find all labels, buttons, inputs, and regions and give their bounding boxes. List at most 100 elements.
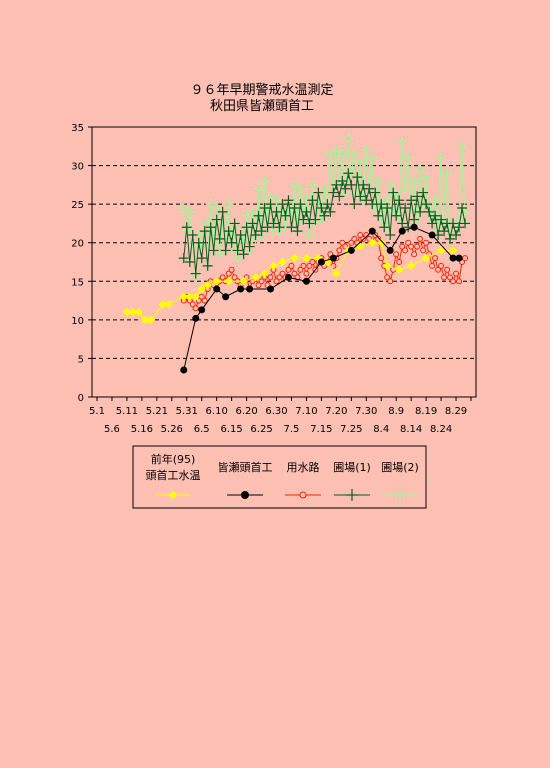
data-point <box>259 203 270 213</box>
series-2 <box>180 223 463 374</box>
data-point <box>286 222 297 233</box>
data-point <box>225 270 232 277</box>
legend-swatch-marker <box>168 490 178 500</box>
x-tick-label: 6.5 <box>194 424 210 435</box>
data-point <box>428 231 436 239</box>
data-point <box>271 195 282 206</box>
data-point <box>368 238 377 247</box>
data-point <box>198 306 206 314</box>
data-point <box>128 307 138 317</box>
data-point <box>140 315 150 325</box>
data-point <box>322 199 333 210</box>
data-point <box>386 246 394 254</box>
data-point <box>356 242 365 251</box>
data-point <box>302 253 311 263</box>
data-point <box>454 222 465 233</box>
data-point <box>297 266 304 273</box>
data-point <box>349 199 360 210</box>
y-tick-label: 35 <box>71 123 84 134</box>
data-point <box>387 278 394 285</box>
data-point <box>429 262 436 269</box>
data-point <box>246 285 254 293</box>
data-point <box>411 251 418 258</box>
data-point <box>430 210 441 221</box>
data-point <box>253 183 264 194</box>
data-point <box>379 222 390 233</box>
y-axis: 0 5 10 15 20 25 30 35 <box>71 123 92 404</box>
data-point <box>226 237 237 248</box>
data-point <box>400 203 411 213</box>
data-point <box>449 254 457 262</box>
x-tick-label: 8.14 <box>400 424 422 435</box>
legend-swatch-marker <box>241 491 249 499</box>
data-point <box>420 247 427 254</box>
data-point <box>348 239 355 246</box>
data-point <box>435 266 442 273</box>
data-point <box>415 164 426 175</box>
legend-swatch-marker <box>299 491 307 499</box>
data-point <box>195 297 202 304</box>
data-point <box>370 187 381 198</box>
x-tick-label: 6.10 <box>206 406 228 417</box>
data-point <box>212 277 221 286</box>
data-point <box>409 176 420 186</box>
data-point <box>382 203 393 213</box>
data-point <box>307 195 318 206</box>
x-tick-label: 7.20 <box>325 406 347 417</box>
data-point <box>319 210 330 221</box>
data-point <box>224 277 233 286</box>
data-point <box>445 233 456 244</box>
data-point <box>448 246 458 255</box>
data-point <box>185 292 194 301</box>
data-point <box>178 253 189 264</box>
data-point <box>337 176 348 186</box>
data-point <box>301 206 312 217</box>
data-point <box>457 203 468 213</box>
data-point <box>276 274 283 281</box>
data-point <box>436 246 446 255</box>
data-point <box>304 218 315 229</box>
x-tick-label: 8.9 <box>388 406 404 417</box>
data-point <box>448 218 459 229</box>
data-point <box>191 292 200 301</box>
x-tick-label: 8.29 <box>445 406 467 417</box>
data-point <box>332 269 341 278</box>
data-point <box>337 149 348 159</box>
data-point <box>280 210 291 221</box>
data-point <box>343 168 354 179</box>
data-point <box>377 238 386 247</box>
data-point <box>462 255 469 262</box>
data-point <box>339 239 346 246</box>
data-point <box>205 199 216 210</box>
data-point <box>364 183 375 194</box>
data-point <box>385 179 396 190</box>
data-point <box>352 172 363 183</box>
data-point <box>307 179 318 190</box>
data-point <box>304 230 315 240</box>
data-point <box>436 214 447 225</box>
data-point <box>199 226 210 237</box>
data-point <box>244 241 255 252</box>
data-point <box>439 226 450 237</box>
data-point <box>298 214 309 225</box>
data-point <box>388 187 399 198</box>
data-point <box>258 278 265 285</box>
data-point <box>415 206 426 217</box>
data-point <box>432 255 439 262</box>
data-point <box>181 222 192 233</box>
data-point <box>241 222 252 233</box>
data-point <box>302 277 310 285</box>
data-point <box>238 249 249 260</box>
data-point <box>192 314 200 322</box>
data-point <box>355 191 366 202</box>
data-point <box>193 237 204 248</box>
data-point <box>436 152 447 163</box>
data-point <box>192 305 199 312</box>
data-point <box>383 261 392 271</box>
data-point <box>406 261 416 271</box>
data-point <box>196 253 207 264</box>
y-tick-label: 5 <box>78 354 84 365</box>
data-point <box>232 245 243 256</box>
